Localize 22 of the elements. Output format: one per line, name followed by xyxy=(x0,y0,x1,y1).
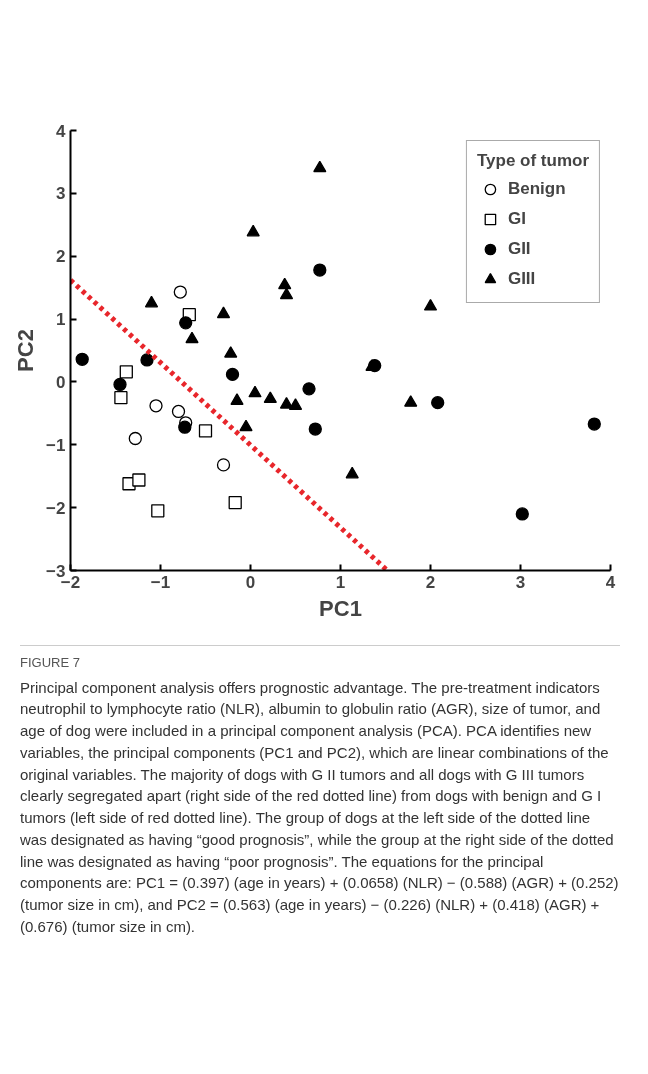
y-tick-label: 2 xyxy=(56,247,66,267)
legend-label: Benign xyxy=(507,179,566,199)
x-tick-label: 1 xyxy=(335,572,346,592)
y-tick-label: −2 xyxy=(46,498,66,518)
x-tick-label: 2 xyxy=(425,572,436,592)
x-tick-label: 4 xyxy=(605,572,616,592)
legend-title: Type of tumor xyxy=(476,151,589,171)
y-axis-title: PC2 xyxy=(13,329,39,372)
text: Principal component analysis offers prognostic advantage. The pre-treatment indicators neutrophil to lymphocyte ratio (NLR), albumin to globulin ratio (AGR), size of tumor, and age of dog were included in a principal component analysis (PCA). PCA identifies new variables, the principal components (PC1 and PC2), which are linear combinations of the original variables. The majority of dogs with G II tumors and all dogs with G III tumors clearly segregated apart (right side of the red dotted line) from dogs with benign and G I tumors (left side of red dotted line). The group of dogs at the left side of the dotted line was designated as having “good prognosis”, while the group at the right side of the dotted line was designated as having “poor prognosis”. The equations for the principal components are: PC1 = (0.397) (age in years) + (0.0658) (NLR) − (0.588) (AGR) + (0.252) (tumor size in cm), and PC2 = (0.563) (age in years) − (0.226) (NLR) + (0.418) (AGR) + (0.676) (tumor size in cm). xyxy=(20,678,619,935)
x-tick-label: 3 xyxy=(515,572,526,592)
x-tick-label: 0 xyxy=(245,572,256,592)
x-tick-label: −1 xyxy=(150,572,171,592)
y-tick-label: 0 xyxy=(56,372,66,392)
caption: FIGURE 7 xyxy=(20,654,81,672)
legend-label: GI xyxy=(507,209,527,229)
x-axis-title: PC1 xyxy=(319,595,362,621)
legend-label: GII xyxy=(507,239,531,259)
legend-label: GIII xyxy=(507,269,536,289)
y-tick-label: −1 xyxy=(46,435,66,455)
y-tick-label: 4 xyxy=(56,121,67,141)
y-tick-label: 3 xyxy=(56,184,66,204)
y-tick-label: 1 xyxy=(56,310,66,330)
